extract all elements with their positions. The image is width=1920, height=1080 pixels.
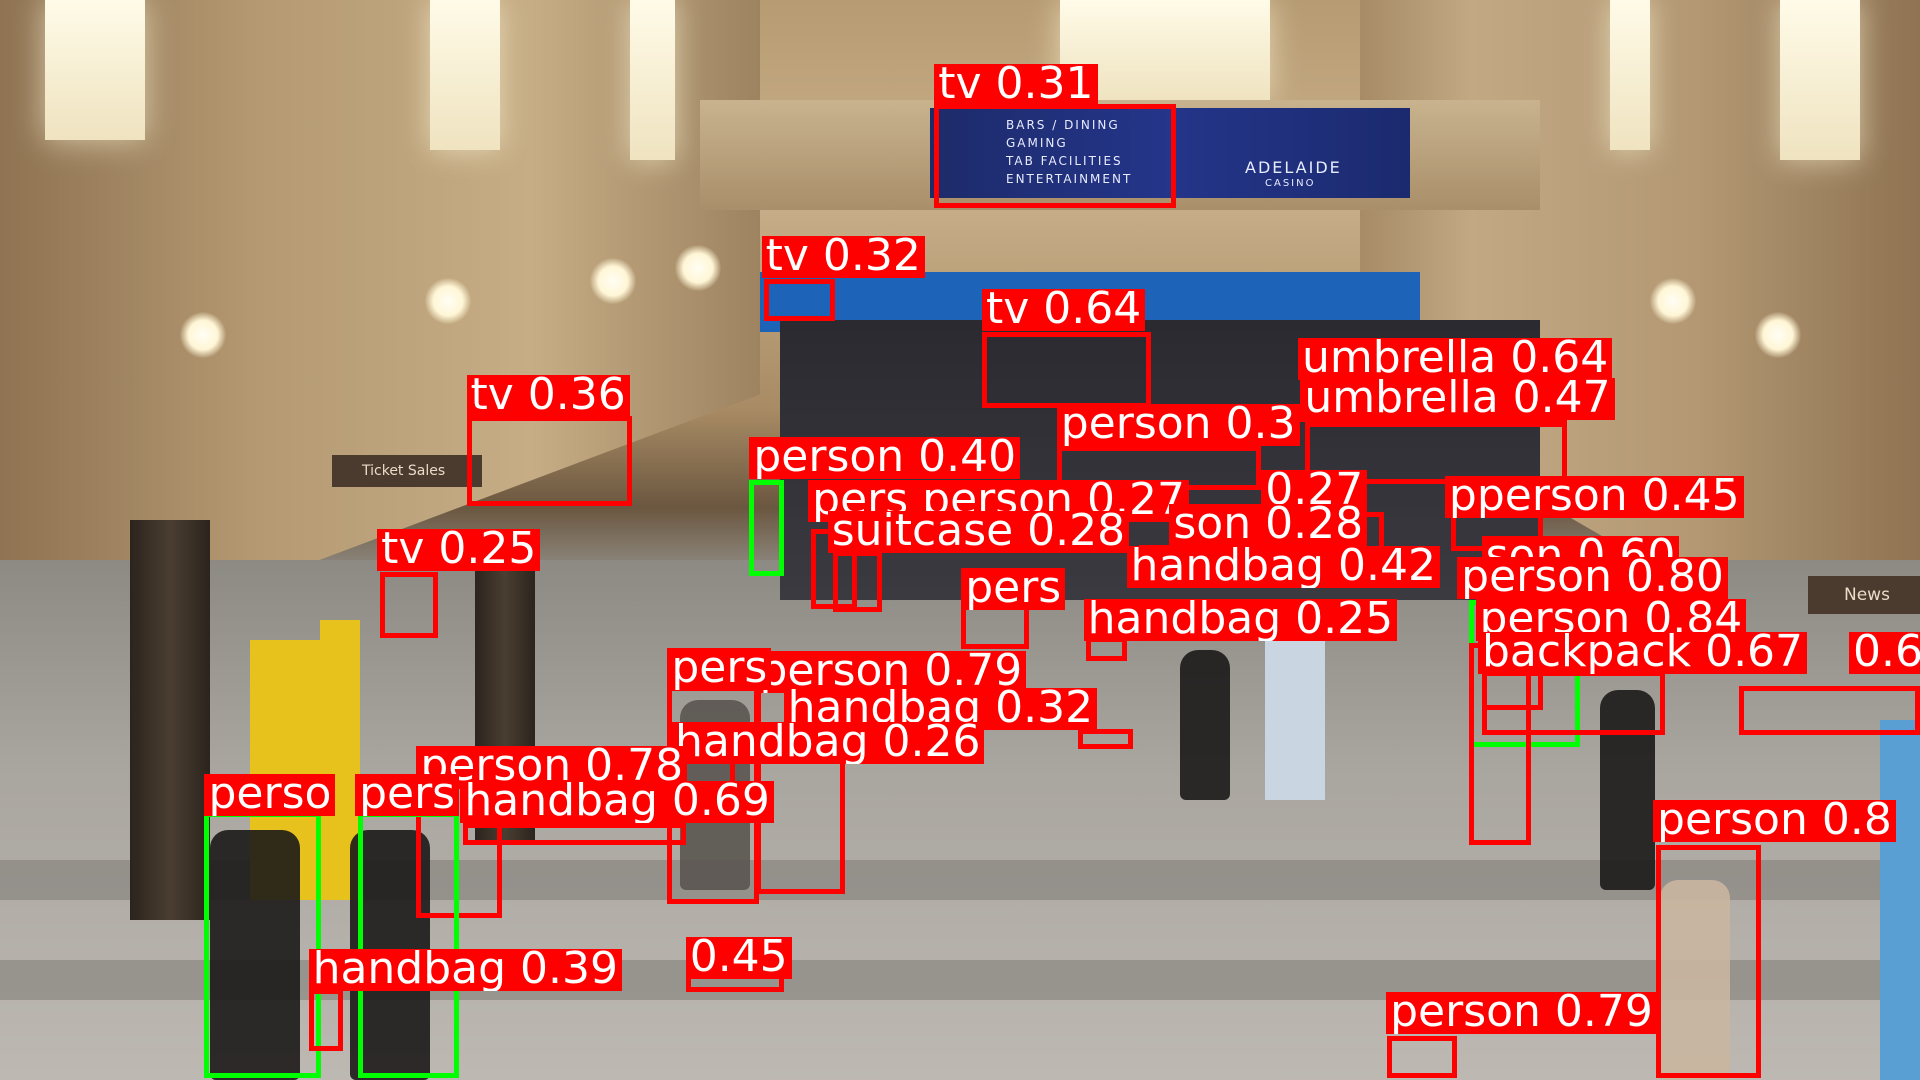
banner-brand: ADELAIDE bbox=[1245, 158, 1342, 177]
wall-lamp bbox=[675, 245, 721, 291]
ticket-sales-sign: Ticket Sales bbox=[332, 455, 482, 487]
detection-label: handbag 0.25 bbox=[1083, 598, 1398, 641]
ticket-sales-text: Ticket Sales bbox=[362, 463, 446, 479]
detection-box bbox=[357, 811, 460, 1078]
pedestrian bbox=[1180, 650, 1230, 800]
detection-box bbox=[832, 551, 882, 613]
detection-box bbox=[379, 571, 439, 638]
detection-label: handbag 0.39 bbox=[308, 948, 623, 991]
detection-box bbox=[1305, 422, 1568, 484]
detection-label: handbag 0.26 bbox=[671, 722, 985, 765]
detection-label: 0.45 bbox=[685, 936, 792, 979]
detection-label: son 0.28 bbox=[1169, 504, 1368, 547]
detection-label: tv 0.25 bbox=[377, 528, 541, 571]
detection-label: handbag 0.69 bbox=[460, 781, 774, 824]
detection-box bbox=[934, 104, 1176, 209]
window bbox=[630, 0, 675, 160]
news-text: News bbox=[1844, 585, 1890, 605]
detection-label: pers bbox=[961, 568, 1066, 611]
detection-box bbox=[1481, 671, 1666, 735]
detection-label: person 0.79 bbox=[755, 651, 1027, 694]
detection-label: umbrella 0.47 bbox=[1300, 378, 1615, 421]
detection-box bbox=[308, 989, 343, 1051]
detection-label: perso bbox=[204, 773, 336, 816]
wall-lamp bbox=[1755, 312, 1801, 358]
info-panel bbox=[1880, 720, 1920, 1080]
detection-box bbox=[1077, 728, 1133, 750]
pedestrian bbox=[1600, 690, 1655, 890]
pedestrian bbox=[1660, 880, 1730, 1080]
detection-label: tv 0.64 bbox=[982, 288, 1146, 331]
detection-box bbox=[462, 822, 686, 845]
news-sign: News bbox=[1808, 576, 1920, 614]
wall-lamp bbox=[590, 258, 636, 304]
detection-box bbox=[466, 416, 632, 506]
window bbox=[1610, 0, 1650, 150]
window bbox=[430, 0, 500, 150]
window bbox=[1780, 0, 1860, 160]
wall-lamp bbox=[1650, 278, 1696, 324]
detection-label: person 0.79 bbox=[1386, 991, 1657, 1034]
detection-box bbox=[749, 480, 784, 576]
pedestrian bbox=[210, 830, 300, 1080]
detection-label: person 0.3 bbox=[1056, 404, 1300, 447]
wall-lamp bbox=[180, 312, 226, 358]
detection-label: person 0.40 bbox=[749, 437, 1021, 480]
detection-label: tv 0.32 bbox=[761, 236, 925, 279]
detection-label: backpack 0.67 bbox=[1477, 631, 1808, 674]
detection-label: pers bbox=[667, 647, 772, 690]
detection-label: person 0.78 bbox=[416, 745, 688, 788]
detection-label: person 0.80 bbox=[1457, 557, 1728, 600]
detection-label: suitcase 0.28 bbox=[827, 510, 1130, 553]
banner-line: TAB FACILITIES bbox=[1006, 154, 1123, 168]
detection-label: tv 0.31 bbox=[934, 63, 1098, 106]
detection-label: pers bbox=[355, 773, 460, 816]
detection-box bbox=[1738, 685, 1920, 735]
detection-label: umbrella 0.64 bbox=[1297, 337, 1613, 380]
detection-label: tv 0.36 bbox=[466, 374, 630, 417]
detection-label: pperson 0.45 bbox=[1444, 476, 1744, 519]
casino-banner: BARS / DINING GAMING TAB FACILITIES ENTE… bbox=[930, 108, 1410, 198]
detection-label: 0.6 bbox=[1848, 631, 1920, 674]
info-panel bbox=[1265, 640, 1325, 800]
detection-box bbox=[1655, 844, 1761, 1078]
banner-line: ENTERTAINMENT bbox=[1006, 172, 1133, 186]
detection-label: handbag 0.42 bbox=[1126, 546, 1440, 589]
banner-line: GAMING bbox=[1006, 136, 1068, 150]
banner-line: BARS / DINING bbox=[1006, 118, 1120, 132]
detection-box bbox=[204, 811, 321, 1078]
detection-label: person 0.8 bbox=[1653, 799, 1896, 842]
banner-brand-sub: CASINO bbox=[1265, 178, 1316, 189]
detection-box bbox=[764, 279, 836, 321]
wall-lamp bbox=[425, 278, 471, 324]
detection-box bbox=[982, 331, 1151, 408]
detection-box bbox=[1387, 1035, 1458, 1078]
window bbox=[45, 0, 145, 140]
column bbox=[130, 520, 210, 920]
